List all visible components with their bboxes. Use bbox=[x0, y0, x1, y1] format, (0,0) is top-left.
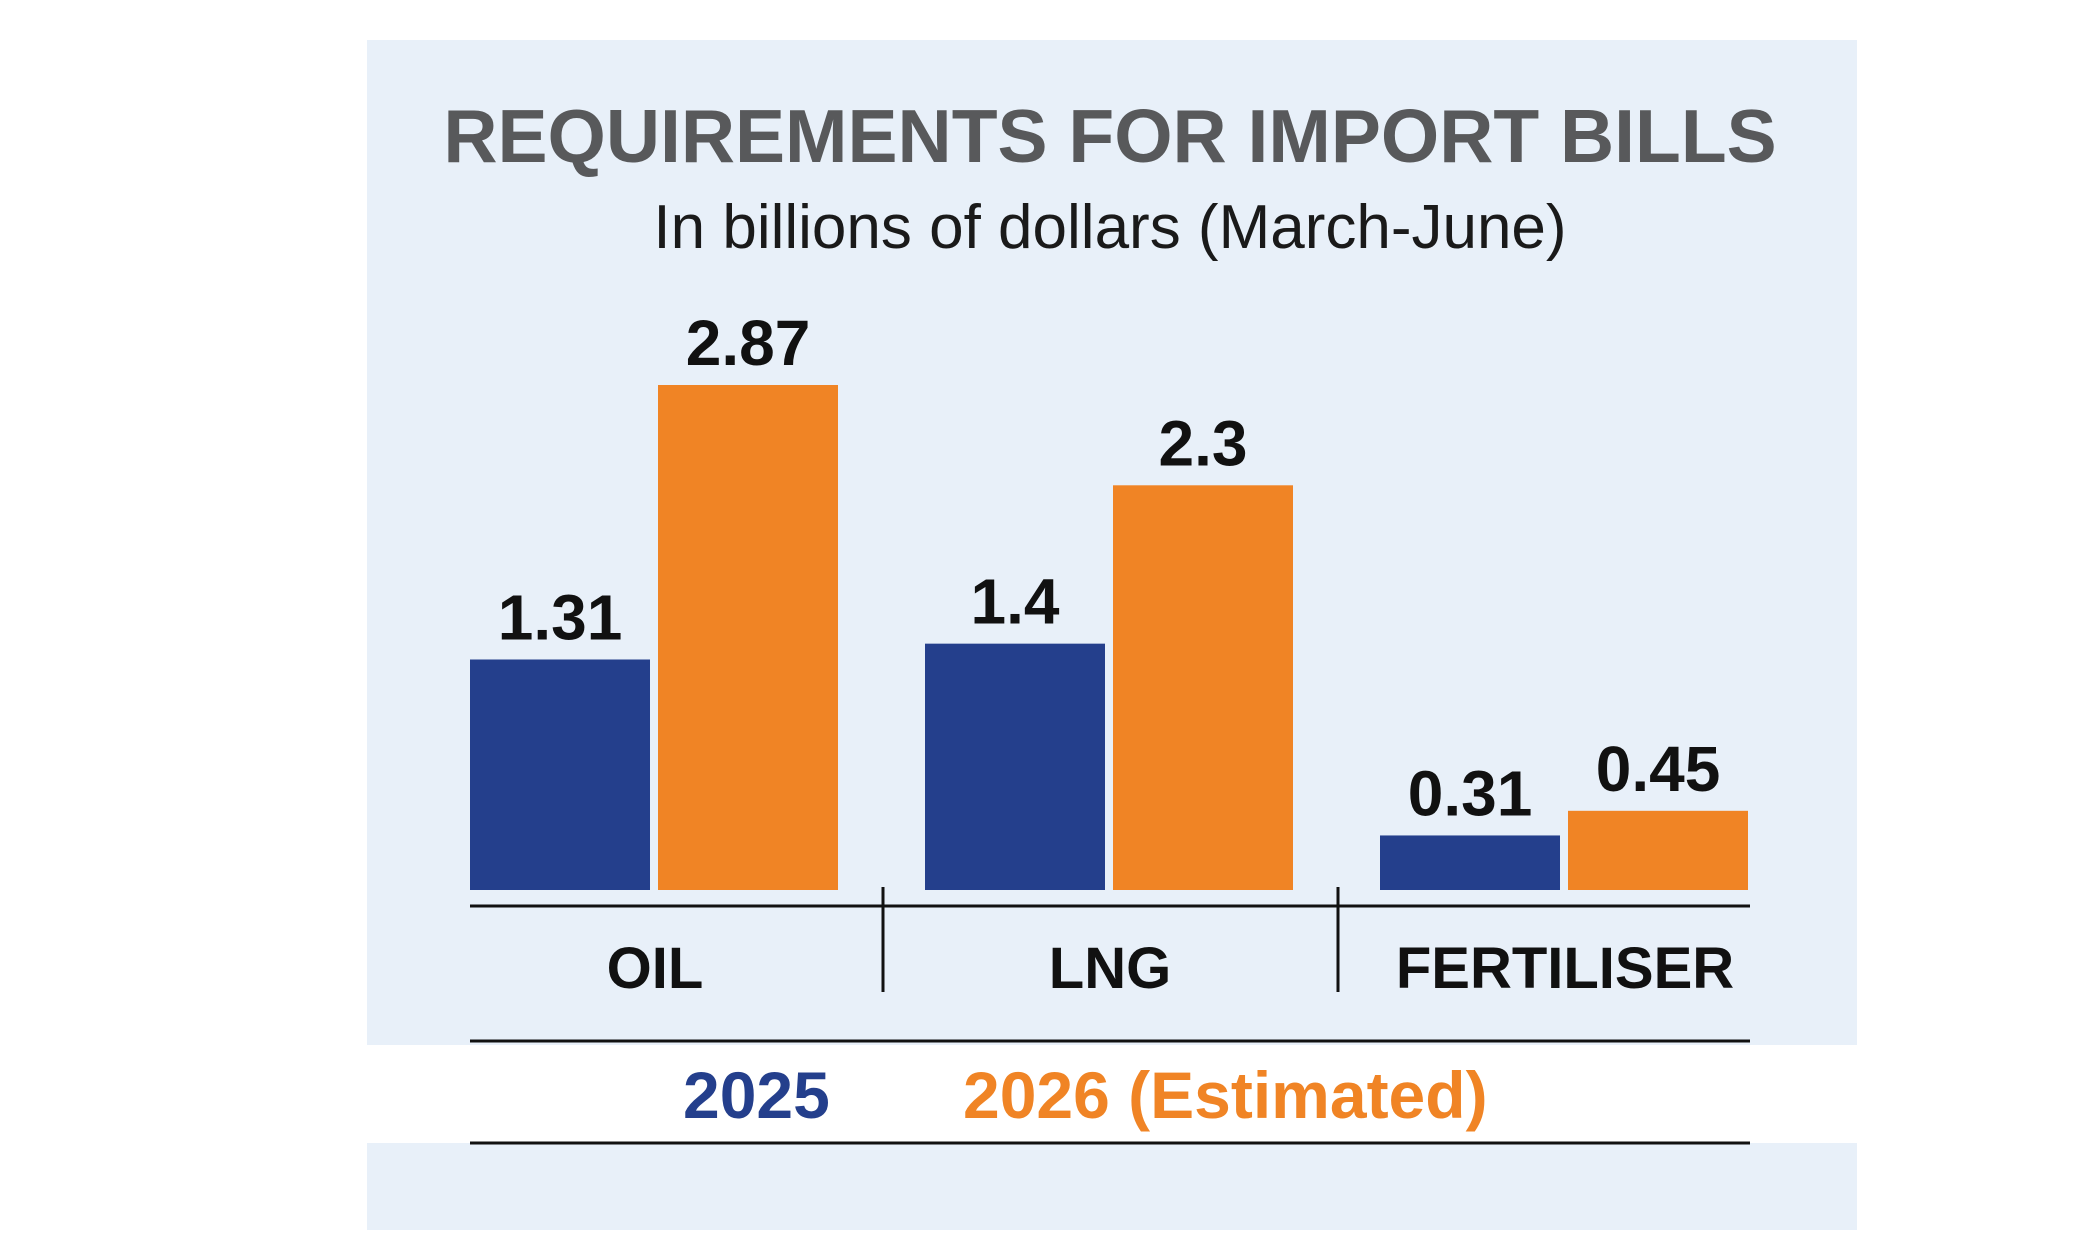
bar-oil-2025 bbox=[470, 659, 650, 890]
value-labels-layer: 1.31 2.87 1.4 2.3 0.31 0.45 bbox=[498, 307, 1721, 829]
chart-subtitle: In billions of dollars (March-June) bbox=[653, 193, 1566, 262]
value-label-oil-2026: 2.87 bbox=[686, 307, 811, 379]
chart-title: REQUIREMENTS FOR IMPORT BILLS bbox=[443, 94, 1776, 178]
bar-fertiliser-2026 bbox=[1568, 810, 1748, 890]
category-label-oil: OIL bbox=[607, 936, 704, 1001]
bar-lng-2026 bbox=[1113, 485, 1293, 890]
legend-item-2026-estimated: 2026 (Estimated) bbox=[963, 1058, 1488, 1132]
value-label-oil-2025: 1.31 bbox=[498, 581, 623, 653]
value-label-fertiliser-2026: 0.45 bbox=[1596, 733, 1721, 805]
category-label-lng: LNG bbox=[1049, 936, 1171, 1001]
bar-fertiliser-2025 bbox=[1380, 835, 1560, 890]
bar-lng-2025 bbox=[925, 643, 1105, 890]
value-label-lng-2025: 1.4 bbox=[971, 566, 1060, 638]
bars-layer bbox=[470, 385, 1748, 890]
value-label-fertiliser-2025: 0.31 bbox=[1408, 757, 1533, 829]
legend-item-2025: 2025 bbox=[683, 1058, 830, 1132]
value-label-lng-2026: 2.3 bbox=[1159, 407, 1248, 479]
category-label-fertiliser: FERTILISER bbox=[1396, 936, 1734, 1001]
bar-oil-2026 bbox=[658, 385, 838, 890]
chart-background-footer bbox=[367, 1143, 1857, 1230]
